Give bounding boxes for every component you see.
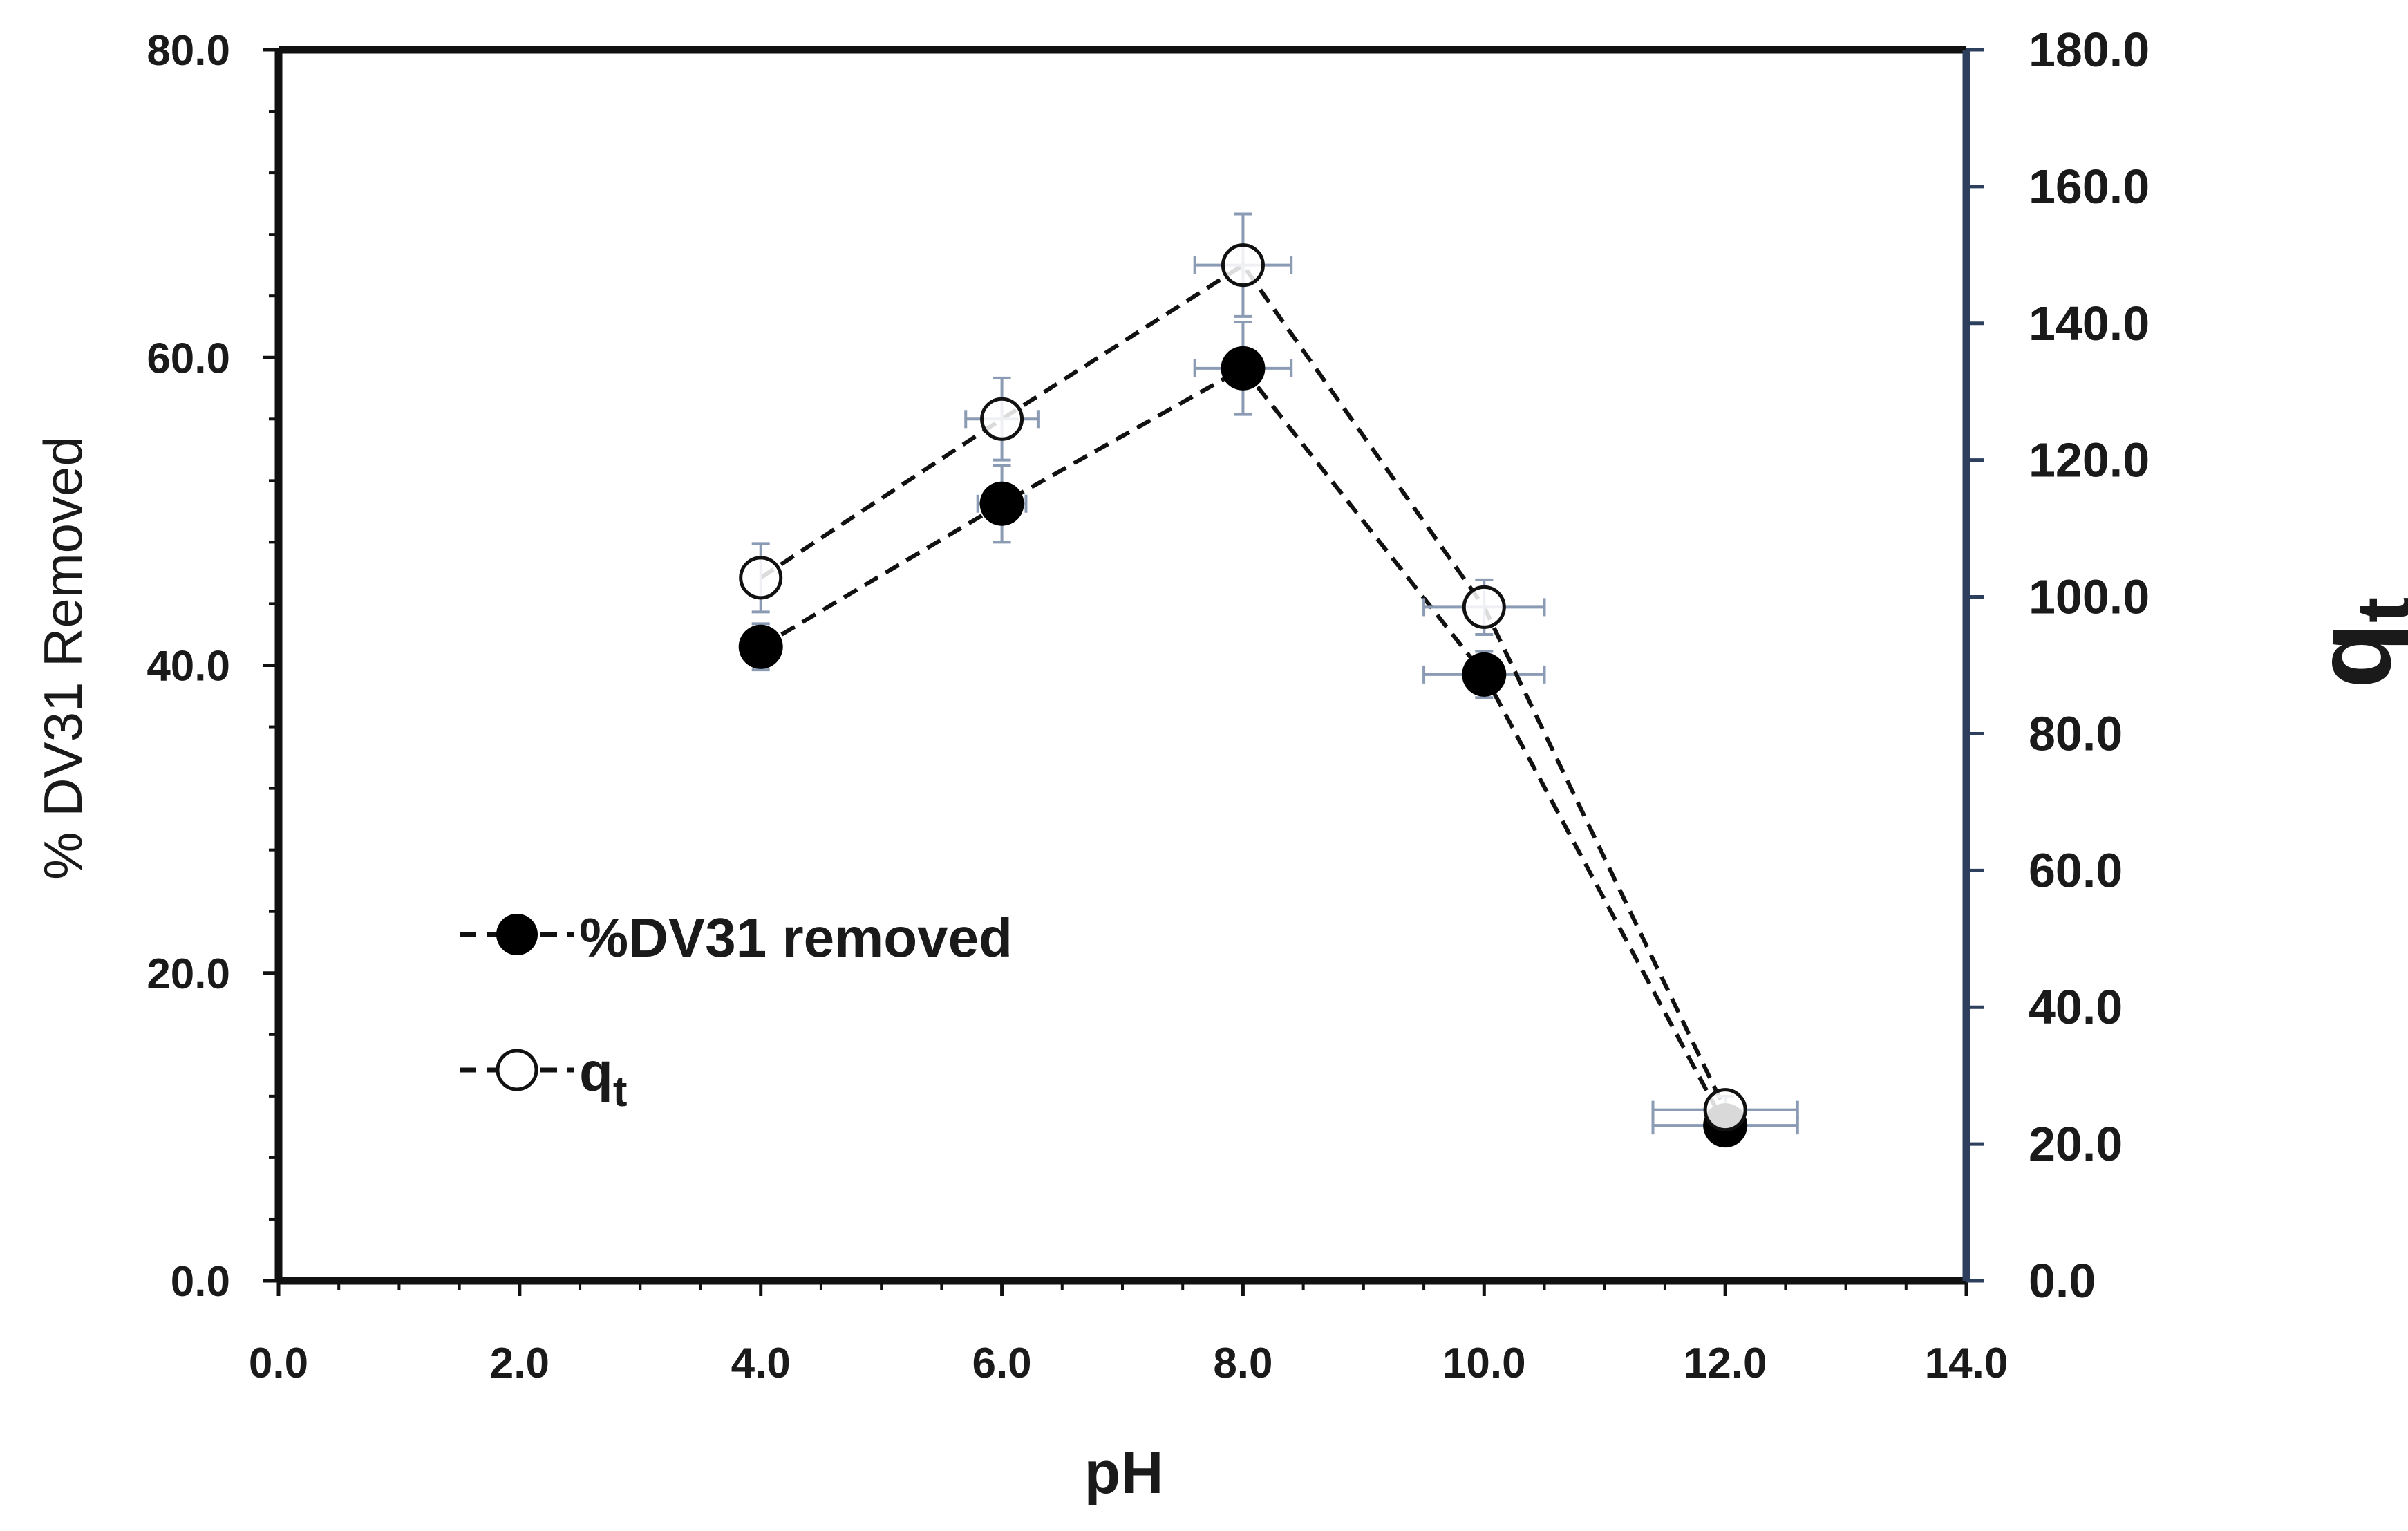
y-axis-title: % DV31 Removed	[32, 436, 93, 880]
legend-label-removed: %DV31 removed	[579, 907, 1013, 968]
y2-tick-label: 20.0	[2029, 1117, 2123, 1171]
y2-tick-label: 100.0	[2029, 570, 2150, 624]
y-tick-label: 60.0	[147, 335, 230, 382]
x-tick-label: 12.0	[1684, 1340, 1767, 1387]
y2-tick-label: 180.0	[2029, 23, 2150, 77]
y2-axis-title-main: q	[2293, 623, 2408, 688]
ticks-layer: 0.0 2.0 4.0 6.0 8.0 10.0 12.0 14.0 0.0 20.0 40.0 60…	[147, 23, 2150, 1387]
y-tick-label: 80.0	[147, 27, 230, 75]
series-removed-point	[1462, 652, 1507, 697]
y2-tick-label: 140.0	[2029, 297, 2150, 350]
x-tick-label: 8.0	[1213, 1340, 1272, 1387]
y2-tick-label: 80.0	[2029, 706, 2123, 760]
svg-text:qt: qt	[2293, 597, 2408, 689]
legend-marker-qt	[496, 1049, 538, 1091]
legend-label-qt-main: q	[579, 1041, 613, 1102]
y2-tick-label: 160.0	[2029, 160, 2150, 214]
series-qt-point	[980, 397, 1024, 441]
legend-label-qt: qt	[579, 1041, 628, 1116]
x-tick-label: 4.0	[731, 1340, 791, 1387]
y2-tick-label: 60.0	[2029, 843, 2123, 897]
x-tick-label: 0.0	[249, 1340, 308, 1387]
series-qt-point	[1703, 1088, 1747, 1132]
y-tick-label: 0.0	[171, 1258, 230, 1306]
y2-tick-label: 40.0	[2029, 980, 2123, 1034]
x-axis-title: pH	[1084, 1440, 1164, 1506]
series-qt-point	[739, 556, 783, 600]
y2-axis-title-sub: t	[2341, 597, 2408, 623]
legend-marker-removed	[496, 914, 538, 955]
y-tick-label: 20.0	[147, 950, 230, 998]
legend-label-qt-sub: t	[613, 1068, 628, 1116]
series-qt-point	[1221, 243, 1265, 288]
y2-tick-label: 120.0	[2029, 433, 2150, 487]
series-qt-point	[1462, 585, 1506, 629]
legend: %DV31 removed qt	[460, 907, 1013, 1116]
series-removed-point	[979, 481, 1024, 526]
series-removed-point	[738, 624, 783, 669]
x-tick-label: 10.0	[1442, 1340, 1526, 1387]
frame-layer	[274, 46, 1970, 1285]
series-removed-point	[1221, 346, 1266, 391]
y2-axis-title: qt	[2293, 597, 2408, 689]
y2-tick-label: 0.0	[2029, 1254, 2096, 1308]
x-tick-label: 6.0	[972, 1340, 1031, 1387]
x-tick-label: 2.0	[490, 1340, 549, 1387]
x-tick-label: 14.0	[1925, 1340, 2009, 1387]
series-layer	[738, 212, 1799, 1148]
y-tick-label: 40.0	[147, 643, 230, 691]
